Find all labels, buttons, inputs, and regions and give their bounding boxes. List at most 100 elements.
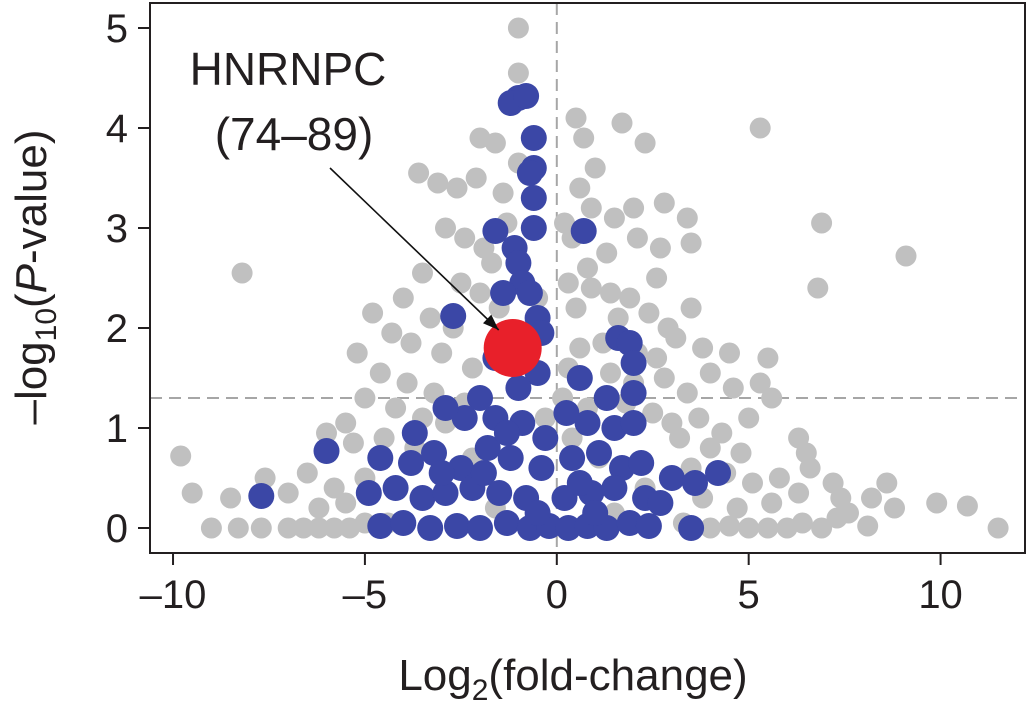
point-significant	[248, 483, 275, 509]
point-not-significant	[722, 377, 744, 399]
y-axis-label: –log10(P-value)	[7, 129, 63, 424]
x-tick-label: 5	[738, 573, 760, 617]
point-not-significant	[626, 227, 648, 249]
point-not-significant	[446, 177, 468, 199]
point-not-significant	[719, 342, 740, 364]
point-significant	[682, 470, 708, 496]
point-not-significant	[461, 357, 483, 379]
point-significant	[493, 510, 520, 536]
point-significant	[705, 460, 731, 486]
point-not-significant	[600, 362, 621, 384]
point-not-significant	[638, 302, 660, 324]
point-not-significant	[484, 132, 506, 154]
point-not-significant	[711, 422, 733, 444]
point-not-significant	[607, 307, 629, 329]
point-not-significant	[580, 277, 602, 299]
point-significant	[467, 515, 493, 541]
point-not-significant	[507, 62, 529, 84]
point-not-significant	[435, 217, 456, 239]
point-significant	[553, 400, 580, 426]
point-significant	[635, 513, 662, 539]
point-significant	[470, 460, 497, 486]
point-not-significant	[362, 302, 384, 324]
point-not-significant	[649, 237, 671, 259]
x-tick-label: 10	[918, 573, 963, 617]
point-significant	[620, 380, 647, 406]
y-tick-label: 0	[106, 507, 128, 551]
point-significant	[628, 450, 655, 476]
point-significant	[398, 450, 424, 476]
point-not-significant	[385, 397, 407, 419]
point-not-significant	[788, 482, 810, 504]
point-not-significant	[726, 497, 748, 519]
point-significant	[367, 445, 394, 471]
point-not-significant	[465, 167, 487, 189]
point-significant	[432, 395, 459, 421]
point-significant	[593, 385, 620, 411]
point-not-significant	[308, 497, 330, 519]
point-not-significant	[573, 127, 595, 149]
point-not-significant	[642, 402, 664, 424]
point-not-significant	[619, 287, 641, 309]
point-significant	[493, 420, 520, 446]
point-not-significant	[665, 327, 687, 349]
point-not-significant	[761, 492, 783, 514]
point-significant	[417, 515, 444, 541]
point-not-significant	[316, 422, 337, 444]
point-not-significant	[427, 172, 449, 194]
y-tick-label: 3	[106, 207, 128, 251]
x-tick-label: –5	[343, 573, 388, 617]
point-not-significant	[811, 212, 833, 234]
y-tick-label: 4	[106, 107, 128, 151]
axes	[149, 2, 1026, 554]
x-axis-ticks: –10 –5 0 5 10	[140, 553, 963, 617]
point-not-significant	[699, 517, 721, 539]
point-not-significant	[719, 515, 740, 537]
point-not-significant	[561, 427, 583, 449]
point-significant	[486, 480, 513, 506]
point-not-significant	[749, 117, 771, 139]
point-significant	[520, 215, 547, 241]
point-significant	[601, 475, 628, 501]
y-axis-ticks: 0 1 2 3 4 5	[106, 7, 150, 551]
point-not-significant	[603, 207, 625, 229]
point-significant	[520, 125, 547, 151]
point-not-significant	[807, 277, 829, 299]
annotation-arrowhead	[483, 314, 499, 330]
point-not-significant	[653, 192, 675, 214]
x-axis-label: Log2(fold-change)	[398, 651, 747, 707]
point-not-significant	[692, 337, 714, 359]
highlight-label-line2: (74–89)	[215, 108, 374, 160]
highlight-point	[483, 319, 542, 377]
point-significant	[658, 465, 685, 491]
point-not-significant	[381, 322, 403, 344]
point-not-significant	[876, 472, 898, 494]
point-significant	[451, 405, 478, 431]
point-not-significant	[412, 262, 433, 284]
point-significant	[355, 480, 382, 506]
point-not-significant	[757, 347, 779, 369]
point-not-significant	[569, 177, 591, 199]
point-not-significant	[342, 432, 364, 454]
point-not-significant	[680, 297, 702, 319]
point-not-significant	[926, 492, 948, 514]
point-significant	[444, 513, 470, 539]
point-not-significant	[884, 497, 905, 519]
point-significant	[582, 500, 609, 526]
point-not-significant	[791, 512, 813, 534]
point-not-significant	[277, 517, 299, 539]
point-significant	[620, 350, 647, 376]
annotation-arrow-line	[329, 167, 500, 331]
point-not-significant	[346, 342, 368, 364]
point-not-significant	[396, 372, 418, 394]
point-significant	[586, 440, 612, 466]
x-tick-label: 0	[546, 573, 568, 617]
point-not-significant	[277, 482, 299, 504]
point-not-significant	[634, 132, 656, 154]
point-not-significant	[431, 342, 453, 364]
point-significant	[313, 438, 340, 464]
point-not-significant	[761, 387, 783, 409]
point-significant	[555, 515, 582, 541]
point-not-significant	[227, 517, 249, 539]
point-significant	[428, 460, 455, 486]
